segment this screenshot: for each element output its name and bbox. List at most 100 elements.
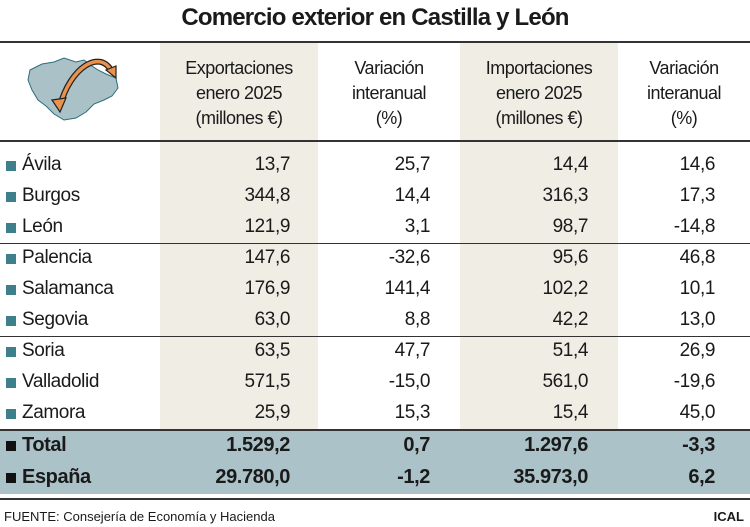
imports-value: 102,2 xyxy=(542,278,588,299)
imports-value: 42,2 xyxy=(552,309,589,330)
header-line: Exportaciones xyxy=(185,58,293,78)
total-row: España 29.780,0 -1,2 35.973,0 6,2 xyxy=(0,462,750,493)
imports-value: 95,6 xyxy=(552,247,589,268)
imports-variation: 10,1 xyxy=(679,278,716,299)
exports-variation: 14,4 xyxy=(394,185,431,206)
divider xyxy=(0,41,750,43)
exports-value: 344,8 xyxy=(244,185,290,206)
table-row: Palencia 147,6 -32,6 95,6 46,8 xyxy=(0,243,750,274)
divider xyxy=(0,498,750,500)
imports-variation: 45,0 xyxy=(679,402,716,423)
imports-value: 14,4 xyxy=(552,154,589,175)
exports-variation: -1,2 xyxy=(397,466,430,488)
imports-value: 561,0 xyxy=(542,371,588,392)
province-name: Ávila xyxy=(22,154,62,175)
imports-variation: -3,3 xyxy=(682,434,715,456)
imports-variation: 14,6 xyxy=(679,154,716,175)
exports-column-shade xyxy=(160,43,318,430)
source-note: FUENTE: Consejería de Economía y Haciend… xyxy=(4,509,275,524)
totals-band xyxy=(0,431,750,494)
header-exports-variation: Variación interanual (%) xyxy=(318,56,460,131)
divider xyxy=(0,336,750,337)
bullet-square-icon xyxy=(6,409,16,419)
exports-variation: 15,3 xyxy=(394,402,431,423)
bullet-square-icon xyxy=(6,223,16,233)
imports-value: 15,4 xyxy=(552,402,589,423)
bullet-square-icon xyxy=(6,441,16,451)
imports-column-shade xyxy=(460,43,618,430)
imports-variation: 6,2 xyxy=(688,466,715,488)
header-line: Importaciones xyxy=(485,58,593,78)
province-name: Segovia xyxy=(22,309,88,330)
province-name: Zamora xyxy=(22,402,86,423)
exports-value: 147,6 xyxy=(244,247,290,268)
province-name: Total xyxy=(22,434,67,456)
imports-variation: 13,0 xyxy=(679,309,716,330)
exports-value: 176,9 xyxy=(244,278,290,299)
table-row: Salamanca 176,9 141,4 102,2 10,1 xyxy=(0,274,750,305)
province-name: Palencia xyxy=(22,247,92,268)
header-line: interanual xyxy=(646,83,722,103)
province-name: Burgos xyxy=(22,185,80,206)
bullet-square-icon xyxy=(6,316,16,326)
exports-value: 13,7 xyxy=(254,154,291,175)
province-name: León xyxy=(22,216,63,237)
header-line: enero 2025 xyxy=(195,83,283,103)
exports-value: 63,5 xyxy=(254,340,291,361)
exports-variation: 8,8 xyxy=(404,309,431,330)
imports-value: 35.973,0 xyxy=(513,466,588,488)
imports-value: 98,7 xyxy=(552,216,589,237)
imports-variation: -14,8 xyxy=(673,216,716,237)
exports-value: 1.529,2 xyxy=(226,434,290,456)
imports-variation: 46,8 xyxy=(679,247,716,268)
province-name: Salamanca xyxy=(22,278,114,299)
table-row: Ávila 13,7 25,7 14,4 14,6 xyxy=(0,150,750,181)
imports-value: 316,3 xyxy=(542,185,588,206)
imports-value: 51,4 xyxy=(552,340,589,361)
header-line: Variación xyxy=(649,58,719,78)
bullet-square-icon xyxy=(6,473,16,483)
table-row: Valladolid 571,5 -15,0 561,0 -19,6 xyxy=(0,367,750,398)
province-name: Valladolid xyxy=(22,371,99,392)
imports-value: 1.297,6 xyxy=(524,434,588,456)
exports-value: 29.780,0 xyxy=(215,466,290,488)
exports-variation: 3,1 xyxy=(404,216,431,237)
credit: ICAL xyxy=(713,509,744,524)
bullet-square-icon xyxy=(6,161,16,171)
total-row: Total 1.529,2 0,7 1.297,6 -3,3 xyxy=(0,430,750,461)
bullet-square-icon xyxy=(6,254,16,264)
divider xyxy=(0,140,750,142)
province-name: Soria xyxy=(22,340,65,361)
header-imports: Importaciones enero 2025 (millones €) xyxy=(460,56,618,131)
page-title: Comercio exterior en Castilla y León xyxy=(181,4,569,31)
divider xyxy=(0,243,750,244)
exports-variation: 0,7 xyxy=(403,434,430,456)
imports-variation: 17,3 xyxy=(679,185,716,206)
castilla-leon-map-icon xyxy=(27,57,119,121)
exports-value: 121,9 xyxy=(244,216,290,237)
header-line: (%) xyxy=(670,108,698,128)
table-row: León 121,9 3,1 98,7 -14,8 xyxy=(0,212,750,243)
exports-variation: -15,0 xyxy=(388,371,431,392)
exports-variation: 47,7 xyxy=(394,340,431,361)
header-line: interanual xyxy=(351,83,427,103)
table-row: Zamora 25,9 15,3 15,4 45,0 xyxy=(0,398,750,429)
bullet-square-icon xyxy=(6,192,16,202)
exports-variation: 141,4 xyxy=(384,278,430,299)
table-row: Segovia 63,0 8,8 42,2 13,0 xyxy=(0,305,750,336)
table-row: Burgos 344,8 14,4 316,3 17,3 xyxy=(0,181,750,212)
header-line: enero 2025 xyxy=(495,83,583,103)
exports-value: 63,0 xyxy=(254,309,291,330)
header-line: (millones €) xyxy=(195,108,283,128)
header-line: (millones €) xyxy=(495,108,583,128)
province-name: España xyxy=(22,466,91,488)
bullet-square-icon xyxy=(6,347,16,357)
header-imports-variation: Variación interanual (%) xyxy=(618,56,750,131)
imports-variation: -19,6 xyxy=(673,371,716,392)
bullet-square-icon xyxy=(6,285,16,295)
exports-value: 571,5 xyxy=(244,371,290,392)
imports-variation: 26,9 xyxy=(679,340,716,361)
header-line: (%) xyxy=(375,108,403,128)
table-row: Soria 63,5 47,7 51,4 26,9 xyxy=(0,336,750,367)
exports-variation: -32,6 xyxy=(388,247,431,268)
